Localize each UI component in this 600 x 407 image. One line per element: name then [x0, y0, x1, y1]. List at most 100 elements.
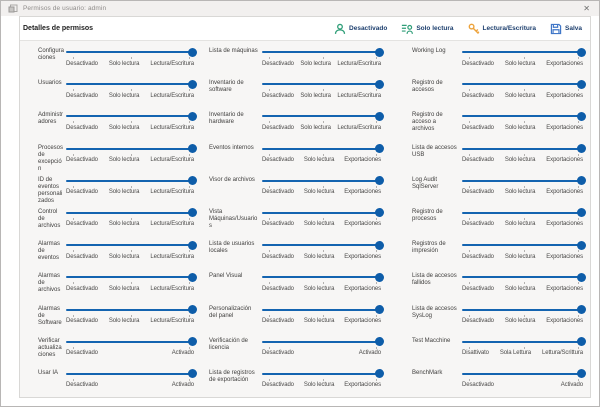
slider-track[interactable]	[262, 83, 381, 86]
slider-track[interactable]	[66, 51, 194, 53]
permission-slider[interactable]: Desactivado Solo lectura Exportaciones	[462, 238, 586, 270]
slider-track[interactable]	[262, 179, 381, 182]
slider-track[interactable]	[66, 115, 194, 118]
permission-slider[interactable]: Desactivado Activado	[262, 335, 384, 367]
permission-slider[interactable]: Desactivado Solo lectura Exportaciones	[462, 174, 586, 206]
slider-thumb[interactable]	[577, 111, 586, 121]
permission-slider[interactable]: Desactivado Solo lectura Exportaciones	[462, 206, 586, 238]
permission-slider[interactable]: Desactivado Solo lectura Lectura/Escritura	[66, 270, 197, 302]
permission-slider[interactable]: Desactivado Solo lectura Exportaciones	[262, 367, 384, 397]
permission-slider[interactable]: Desactivado Solo lectura Exportaciones	[462, 142, 586, 174]
slider-track[interactable]	[462, 340, 583, 343]
permission-slider[interactable]: Desactivado Solo lectura Exportaciones	[462, 77, 586, 109]
permission-slider[interactable]: Desactivado Solo lectura Exportaciones	[462, 109, 586, 141]
slider-thumb[interactable]	[577, 208, 586, 218]
slider-thumb[interactable]	[188, 79, 197, 89]
slider-track[interactable]	[462, 211, 583, 214]
slider-track[interactable]	[66, 244, 194, 247]
slider-thumb[interactable]	[577, 240, 586, 250]
permission-slider[interactable]: Desactivado Solo lectura Lectura/Escritura	[66, 45, 197, 77]
permission-slider[interactable]: Desactivado Solo lectura Lectura/Escritura	[66, 109, 197, 141]
slider-thumb[interactable]	[375, 208, 384, 218]
slider-thumb[interactable]	[577, 272, 586, 282]
slider-thumb[interactable]	[188, 144, 197, 154]
slider-track[interactable]	[262, 147, 381, 150]
permission-slider[interactable]: Desactivado Solo lectura Exportaciones	[262, 303, 384, 335]
slider-track[interactable]	[462, 276, 583, 279]
slider-thumb[interactable]	[577, 176, 586, 186]
permission-slider[interactable]: Desactivado Solo lectura Exportaciones	[262, 174, 384, 206]
set-all-solo-lectura-button[interactable]: Solo lectura	[401, 23, 454, 35]
slider-thumb[interactable]	[375, 111, 384, 121]
slider-track[interactable]	[66, 340, 194, 343]
slider-track[interactable]	[462, 51, 583, 53]
slider-thumb[interactable]	[188, 337, 197, 347]
permission-slider[interactable]: Desactivado Solo lectura Exportaciones	[262, 142, 384, 174]
slider-thumb[interactable]	[188, 111, 197, 121]
permission-slider[interactable]: Desactivado Solo lectura Lectura/Escritura	[66, 77, 197, 109]
slider-thumb[interactable]	[577, 144, 586, 154]
slider-track[interactable]	[262, 372, 381, 375]
slider-thumb[interactable]	[375, 47, 384, 57]
slider-thumb[interactable]	[188, 305, 197, 314]
slider-track[interactable]	[66, 83, 194, 86]
close-icon[interactable]: ✕	[583, 4, 590, 13]
slider-thumb[interactable]	[375, 272, 384, 282]
slider-thumb[interactable]	[577, 305, 586, 314]
slider-track[interactable]	[462, 83, 583, 86]
permission-slider[interactable]: Desactivado Activado	[66, 367, 197, 397]
slider-track[interactable]	[262, 244, 381, 247]
slider-track[interactable]	[66, 276, 194, 279]
slider-thumb[interactable]	[188, 369, 197, 379]
slider-thumb[interactable]	[375, 176, 384, 186]
set-all-desactivado-button[interactable]: Desactivado	[334, 23, 387, 35]
permission-slider[interactable]: Desactivado Solo lectura Lectura/Escritura	[66, 174, 197, 206]
permission-slider[interactable]: Desactivado Solo lectura Exportaciones	[262, 206, 384, 238]
slider-track[interactable]	[462, 147, 583, 150]
slider-thumb[interactable]	[375, 337, 384, 347]
slider-thumb[interactable]	[375, 79, 384, 89]
slider-track[interactable]	[462, 308, 583, 311]
slider-track[interactable]	[66, 179, 194, 182]
slider-thumb[interactable]	[188, 272, 197, 282]
slider-thumb[interactable]	[188, 208, 197, 218]
slider-track[interactable]	[262, 211, 381, 214]
slider-track[interactable]	[66, 211, 194, 214]
slider-track[interactable]	[262, 115, 381, 118]
slider-track[interactable]	[66, 308, 194, 311]
slider-thumb[interactable]	[188, 47, 197, 57]
slider-track[interactable]	[262, 308, 381, 311]
slider-track[interactable]	[462, 179, 583, 182]
slider-track[interactable]	[262, 276, 381, 279]
slider-thumb[interactable]	[577, 337, 586, 347]
permission-slider[interactable]: Desactivado Activado	[66, 335, 197, 367]
permission-slider[interactable]: Desactivado Solo lectura Lectura/Escritura	[262, 77, 384, 109]
permission-slider[interactable]: Desactivado Solo lectura Exportaciones	[462, 303, 586, 335]
slider-track[interactable]	[66, 372, 194, 375]
slider-thumb[interactable]	[188, 240, 197, 250]
slider-track[interactable]	[462, 115, 583, 118]
slider-thumb[interactable]	[188, 176, 197, 186]
permission-slider[interactable]: Desactivado Solo lectura Exportaciones	[262, 238, 384, 270]
permission-slider[interactable]: Desactivado Solo lectura Lectura/Escritura	[66, 142, 197, 174]
permission-slider[interactable]: Desactivado Solo lectura Exportaciones	[262, 270, 384, 302]
slider-track[interactable]	[462, 244, 583, 247]
permission-slider[interactable]: Desactivado Solo lectura Lectura/Escritura	[66, 238, 197, 270]
slider-thumb[interactable]	[375, 240, 384, 250]
permission-slider[interactable]: Disattivato Sola Lettura Lettura/Scrittura	[462, 335, 586, 367]
slider-track[interactable]	[462, 372, 583, 375]
permission-slider[interactable]: Desactivado Activado	[462, 367, 586, 397]
slider-thumb[interactable]	[577, 79, 586, 89]
slider-thumb[interactable]	[375, 305, 384, 314]
permission-slider[interactable]: Desactivado Solo lectura Lectura/Escritura	[262, 45, 384, 77]
set-all-lectura-escritura-button[interactable]: Lectura/Escritura	[468, 23, 536, 35]
slider-thumb[interactable]	[375, 144, 384, 154]
permission-slider[interactable]: Desactivado Solo lectura Lectura/Escritura	[66, 206, 197, 238]
save-button[interactable]: Salva	[550, 23, 582, 35]
slider-track[interactable]	[66, 147, 194, 150]
slider-track[interactable]	[262, 340, 381, 343]
permission-slider[interactable]: Desactivado Solo lectura Exportaciones	[462, 45, 586, 77]
slider-thumb[interactable]	[577, 47, 586, 57]
permission-slider[interactable]: Desactivado Solo lectura Lectura/Escritura	[262, 109, 384, 141]
slider-track[interactable]	[262, 51, 381, 53]
